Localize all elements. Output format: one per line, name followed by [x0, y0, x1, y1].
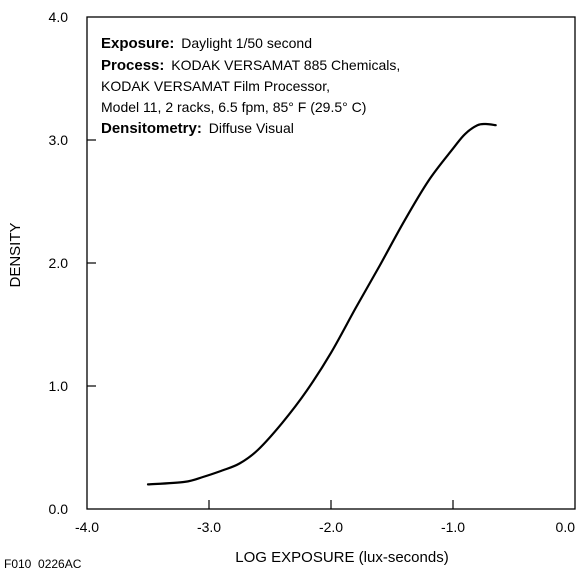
annotation-block: Exposure: Daylight 1/50 second Process: … — [101, 35, 400, 137]
exposure-label: Exposure: — [101, 35, 174, 52]
annotation-densitometry: Densitometry: Diffuse Visual — [101, 120, 294, 137]
densitometry-value: Diffuse Visual — [209, 120, 294, 136]
x-tick-marks — [208, 500, 454, 509]
y-tick-labels: 0.0 1.0 2.0 3.0 4.0 — [49, 9, 69, 517]
process-value: KODAK VERSAMAT 885 Chemicals, — [171, 57, 400, 73]
densitometry-label: Densitometry: — [101, 120, 202, 137]
y-tick-label: 2.0 — [49, 255, 69, 271]
annotation-exposure: Exposure: Daylight 1/50 second — [101, 35, 312, 52]
x-tick-label: -4.0 — [75, 519, 99, 535]
exposure-value: Daylight 1/50 second — [181, 35, 312, 51]
y-axis-label: DENSITY — [7, 222, 24, 287]
annotation-process: Process: KODAK VERSAMAT 885 Chemicals, — [101, 57, 400, 74]
annotation-process-line2: KODAK VERSAMAT Film Processor, — [101, 78, 330, 94]
y-tick-marks — [87, 139, 96, 387]
annotation-process-line3: Model 11, 2 racks, 6.5 fpm, 85° F (29.5°… — [101, 99, 366, 115]
process-label: Process: — [101, 57, 164, 74]
x-tick-label: -2.0 — [319, 519, 343, 535]
x-tick-label: -3.0 — [197, 519, 221, 535]
x-tick-label: -1.0 — [441, 519, 465, 535]
y-tick-label: 0.0 — [49, 501, 69, 517]
y-tick-label: 3.0 — [49, 132, 69, 148]
figure-code: F010 0226AC — [4, 557, 82, 571]
x-tick-label: 0.0 — [556, 519, 576, 535]
density-curve-line — [146, 122, 497, 486]
y-tick-label: 1.0 — [49, 378, 69, 394]
x-tick-labels: -4.0 -3.0 -2.0 -1.0 0.0 — [75, 519, 575, 535]
y-tick-label: 4.0 — [49, 9, 69, 25]
x-axis-label: LOG EXPOSURE (lux-seconds) — [235, 549, 448, 566]
